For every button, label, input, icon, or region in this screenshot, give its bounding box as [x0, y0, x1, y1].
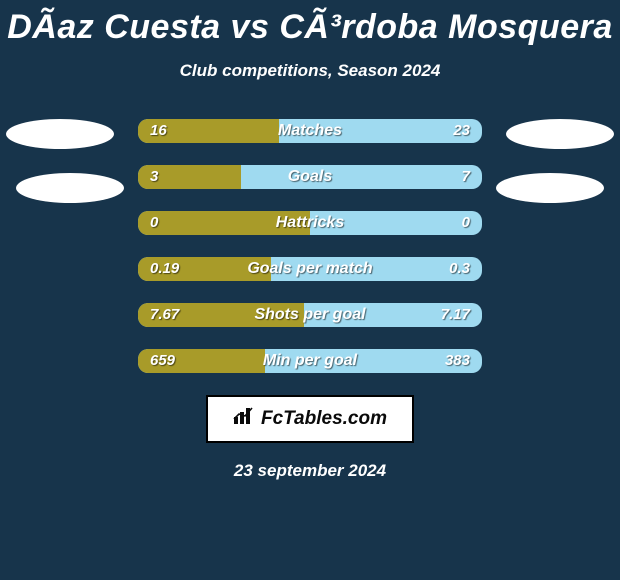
stat-bar-row: 659Min per goal383 [138, 349, 482, 373]
stat-value-right: 0 [462, 211, 470, 235]
stat-label: Min per goal [138, 349, 482, 373]
stat-bar-row: 7.67Shots per goal7.17 [138, 303, 482, 327]
stat-value-right: 383 [445, 349, 470, 373]
stat-bar-row: 0.19Goals per match0.3 [138, 257, 482, 281]
stat-label: Goals [138, 165, 482, 189]
stat-bar-row: 0Hattricks0 [138, 211, 482, 235]
stat-value-right: 7.17 [441, 303, 470, 327]
comparison-title: DÃ­az Cuesta vs CÃ³rdoba Mosquera [0, 0, 620, 47]
stat-label: Goals per match [138, 257, 482, 281]
subtitle: Club competitions, Season 2024 [0, 61, 620, 81]
fctables-text: FcTables.com [261, 408, 387, 430]
stat-bar-row: 3Goals7 [138, 165, 482, 189]
stat-value-right: 0.3 [449, 257, 470, 281]
player-right-name: CÃ³rdoba Mosquera [279, 8, 612, 46]
player-right-avatar-2 [496, 173, 604, 203]
player-left-name: DÃ­az Cuesta [7, 8, 220, 46]
stat-label: Matches [138, 119, 482, 143]
vs-text: vs [231, 8, 270, 46]
player-left-avatar-1 [6, 119, 114, 149]
stat-bar-row: 16Matches23 [138, 119, 482, 143]
stat-bars: 16Matches23 3Goals7 0Hattricks0 0.19Goals p… [138, 119, 482, 373]
fctables-badge: FcTables.com [206, 395, 414, 443]
stat-label: Hattricks [138, 211, 482, 235]
stat-value-right: 7 [462, 165, 470, 189]
stat-label: Shots per goal [138, 303, 482, 327]
player-left-avatar-2 [16, 173, 124, 203]
stat-value-right: 23 [453, 119, 470, 143]
player-right-avatar-1 [506, 119, 614, 149]
comparison-area: 16Matches23 3Goals7 0Hattricks0 0.19Goals p… [0, 119, 620, 373]
date-line: 23 september 2024 [0, 461, 620, 481]
bar-chart-icon [233, 407, 255, 431]
